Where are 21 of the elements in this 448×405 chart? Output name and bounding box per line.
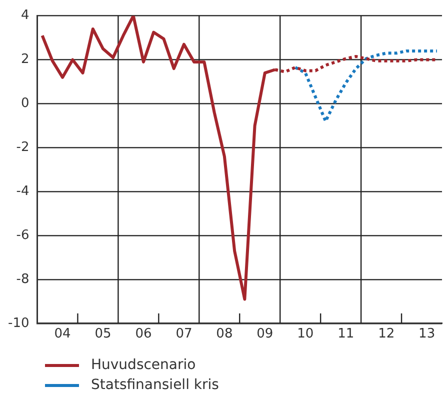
legend-label: Statsfinansiell kris — [91, 377, 219, 393]
y-tick-label: 2 — [20, 52, 30, 68]
x-tick-label: 04 — [54, 326, 71, 342]
x-tick-label: 05 — [94, 326, 112, 342]
x-tick-label: 09 — [256, 326, 274, 342]
x-tick-label: 06 — [135, 326, 152, 342]
y-tick-label: -2 — [16, 140, 30, 156]
y-tick-label: -10 — [8, 316, 30, 331]
x-tick-label: 10 — [297, 326, 314, 342]
x-tick-label: 07 — [176, 326, 192, 342]
x-tick-label: 11 — [338, 326, 354, 342]
y-tick-label: 0 — [20, 96, 30, 112]
legend-label: Huvudscenario — [91, 357, 196, 373]
y-tick-label: -4 — [16, 184, 30, 199]
x-tick-label: 12 — [378, 326, 395, 342]
y-tick-label: -8 — [16, 272, 30, 287]
x-tick-label: 08 — [216, 326, 233, 342]
y-tick-label: 4 — [20, 8, 30, 24]
y-tick-label: -6 — [16, 228, 30, 243]
x-tick-label: 13 — [418, 326, 436, 342]
line-series — [294, 49, 438, 123]
